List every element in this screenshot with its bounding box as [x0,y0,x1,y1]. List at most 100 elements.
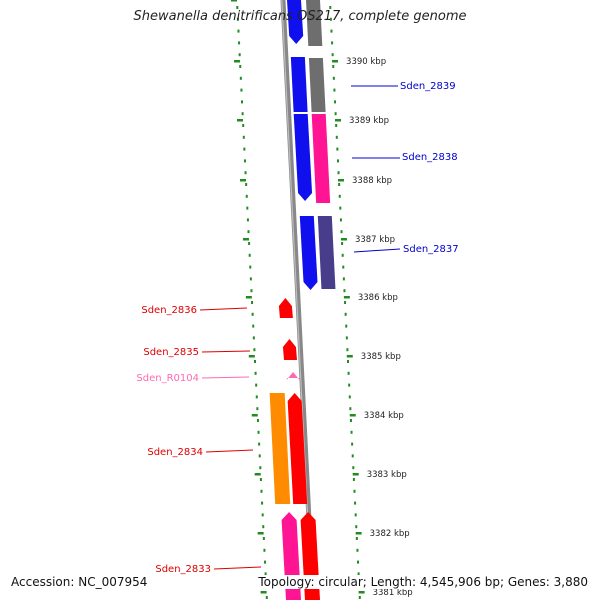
minor-tick-left [249,277,252,281]
major-tick-left [240,179,246,182]
minor-tick-right [346,348,349,352]
tick-label: 3383 kbp [367,470,407,480]
minor-tick-right [355,537,358,540]
minor-tick-right [336,147,339,151]
minor-tick-left [258,442,261,446]
minor-tick-right [339,218,342,222]
minor-tick-left [245,194,248,198]
minor-tick-right [340,230,343,234]
minor-tick-left [237,29,240,33]
tick-label: 3390 kbp [346,57,386,67]
minor-tick-right [357,572,360,576]
minor-tick-left [239,76,242,80]
minor-tick-right [348,395,351,399]
minor-tick-right [345,324,348,328]
minor-tick-left [241,100,244,104]
minor-ticks [236,6,361,599]
minor-tick-right [338,194,341,198]
tick-label: 3382 kbp [370,529,410,539]
major-tick-right [349,414,356,417]
gene-label: Sden_R0104 [136,373,199,384]
tick-label: 3387 kbp [355,235,395,245]
gene-blue-2838 [293,114,313,201]
gene-red-2836 [278,298,293,318]
minor-tick-left [245,183,248,186]
minor-tick-left [241,112,244,116]
minor-tick-left [264,560,267,564]
minor-tick-left [244,171,247,175]
tick-labels: 3390 kbp 3389 kbp 3388 kbp 3387 kbp 3386 kbp… [346,57,413,598]
major-tick-right [355,532,362,535]
minor-tick-right [351,442,354,446]
minor-tick-right [335,124,338,127]
tick-label: 3389 kbp [349,116,389,126]
gene-labels: Sden_2839 Sden_2838 Sden_2837 Sden_2836 Sden… [136,81,458,575]
tick-label: 3381 kbp [373,588,413,598]
minor-tick-right [339,206,342,210]
minor-tick-left [261,501,264,505]
minor-tick-left [236,6,239,9]
gene-label-leader [353,248,401,253]
minor-tick-right [335,135,338,139]
minor-tick-left [243,147,246,151]
minor-tick-right [351,454,354,458]
major-ticks [231,0,365,594]
minor-tick-right [332,65,335,68]
gene-red-2834 [287,393,308,504]
gene-grey-2839 [308,58,326,112]
minor-tick-left [253,348,256,352]
minor-tick-right [347,371,350,375]
minor-tick-right [353,489,356,493]
minor-tick-left [259,466,262,470]
minor-tick-left [247,230,250,234]
gene-pink-2838 [311,114,331,203]
gene-label-leader [213,566,262,570]
minor-tick-right [329,6,332,9]
minor-tick-right [330,29,333,33]
minor-tick-left [256,419,259,422]
minor-tick-left [264,572,267,576]
gene-grey-top [306,0,323,46]
major-tick-right [352,473,359,476]
gene-red-2835 [282,339,297,360]
gene-orange-2834 [269,393,291,504]
minor-tick-left [243,159,246,163]
minor-tick-left [258,454,261,458]
minor-tick-right [338,183,341,186]
backbone-line [280,0,316,600]
minor-tick-right [334,112,337,116]
minor-tick-left [263,548,266,552]
minor-tick-right [333,88,336,92]
minor-tick-left [252,324,255,328]
minor-tick-right [348,383,351,387]
minor-tick-left [246,218,249,222]
minor-tick-left [238,41,241,45]
major-tick-right [332,60,339,63]
minor-tick-left [246,206,249,210]
minor-tick-left [251,312,254,316]
minor-tick-right [331,53,334,57]
minor-tick-left [254,360,256,363]
gene-label: Sden_2836 [141,305,197,316]
minor-tick-left [251,301,254,304]
minor-tick-left [257,430,260,434]
major-tick-left [260,591,267,594]
minor-tick-right [342,265,345,269]
major-tick-left [234,60,241,63]
minor-tick-left [255,395,258,399]
gene-blue-2839 [290,57,308,112]
minor-tick-left [240,88,243,92]
minor-tick-right [350,430,353,434]
minor-tick-right [331,41,334,45]
major-tick-left [237,119,243,122]
minor-tick-left [238,53,241,57]
minor-tick-right [345,336,348,340]
gene-rna-R0104 [286,372,300,380]
minor-tick-right [347,360,349,363]
gene-label: Sden_2835 [143,347,199,358]
minor-tick-right [354,513,357,517]
minor-tick-right [355,525,358,529]
major-tick-right [346,355,353,358]
gene-label: Sden_2839 [400,81,456,92]
genes [269,0,336,600]
